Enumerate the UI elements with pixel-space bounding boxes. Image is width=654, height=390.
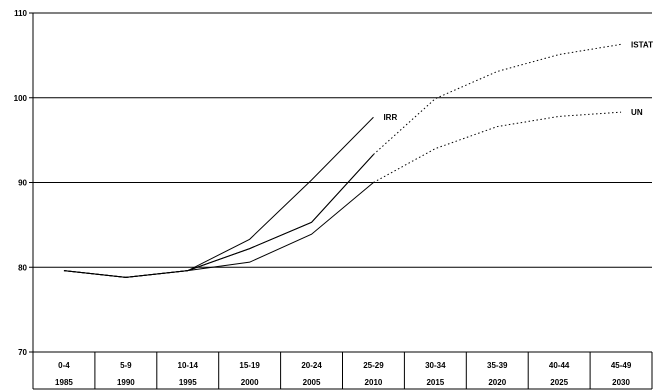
- series-line-istat-projection: [373, 43, 622, 155]
- series-label-irr: IRR: [383, 113, 397, 122]
- series-line-irr: [63, 116, 374, 278]
- series-line-un-projection: [373, 111, 622, 183]
- x-tick-label-year: 2010: [365, 378, 383, 387]
- x-axis: 0-4 1985 5-9 1990 10-14 1995 15-19 2000 20-24 200…: [32, 351, 653, 390]
- series-line-un: [63, 182, 374, 278]
- x-tick-label-age: 10-14: [178, 361, 199, 370]
- x-tick-label-year: 2030: [612, 378, 630, 387]
- y-tick-label: 100: [14, 94, 28, 103]
- series-lines: [63, 43, 622, 278]
- x-tick-label-age: 35-39: [487, 361, 508, 370]
- x-tick-label-age: 20-24: [301, 361, 322, 370]
- x-tick-label-year: 1995: [179, 378, 197, 387]
- x-tick-label-year: 2005: [303, 378, 321, 387]
- gridlines: [33, 12, 652, 353]
- x-tick-label-year: 2020: [488, 378, 506, 387]
- x-tick-label-age: 0-4: [58, 361, 70, 370]
- x-tick-label-year: 2015: [426, 378, 444, 387]
- series-line-unlabeled-3: [63, 154, 374, 278]
- x-tick-label-age: 15-19: [239, 361, 260, 370]
- x-tick-label-age: 5-9: [120, 361, 132, 370]
- y-tick-label: 80: [18, 263, 27, 272]
- x-tick-label-age: 30-34: [425, 361, 446, 370]
- y-tick-label: 110: [14, 9, 27, 18]
- x-tick-label-year: 2000: [241, 378, 259, 387]
- x-tick-label-age: 45-49: [611, 361, 632, 370]
- series-label-istat: ISTAT: [631, 40, 653, 49]
- series-line-istat: [63, 154, 374, 278]
- y-tick-label: 90: [18, 179, 27, 188]
- x-tick-label-age: 25-29: [363, 361, 384, 370]
- y-tick-label: 70: [18, 348, 27, 357]
- x-tick-label-year: 1990: [117, 378, 135, 387]
- y-axis: 70 80 90 100 110: [14, 9, 34, 389]
- x-tick-label-year: 1985: [55, 378, 73, 387]
- series-label-un: UN: [631, 108, 643, 117]
- x-tick-label-age: 40-44: [549, 361, 570, 370]
- series-labels: IRR ISTAT UN: [383, 40, 653, 122]
- x-tick-label-year: 2025: [550, 378, 568, 387]
